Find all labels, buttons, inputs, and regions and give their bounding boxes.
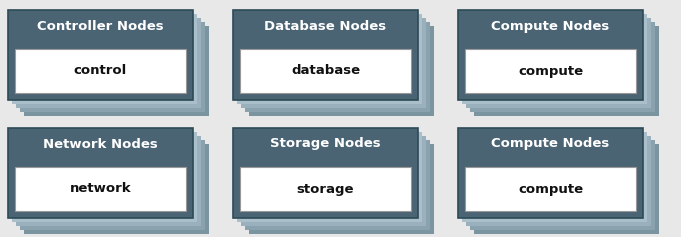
FancyBboxPatch shape [249, 144, 434, 234]
FancyBboxPatch shape [237, 132, 422, 222]
FancyBboxPatch shape [8, 128, 193, 218]
Text: database: database [291, 64, 360, 77]
FancyBboxPatch shape [470, 22, 655, 112]
FancyBboxPatch shape [245, 140, 430, 230]
FancyBboxPatch shape [245, 22, 430, 112]
FancyBboxPatch shape [458, 10, 643, 100]
Text: Controller Nodes: Controller Nodes [37, 19, 164, 32]
FancyBboxPatch shape [470, 140, 655, 230]
FancyBboxPatch shape [233, 128, 418, 218]
FancyBboxPatch shape [16, 18, 201, 108]
Text: Network Nodes: Network Nodes [43, 137, 158, 150]
Text: storage: storage [297, 182, 354, 196]
FancyBboxPatch shape [466, 18, 651, 108]
Text: compute: compute [518, 182, 583, 196]
FancyBboxPatch shape [24, 144, 209, 234]
Text: Compute Nodes: Compute Nodes [492, 19, 609, 32]
Text: Storage Nodes: Storage Nodes [270, 137, 381, 150]
FancyBboxPatch shape [12, 132, 197, 222]
FancyBboxPatch shape [474, 26, 659, 116]
FancyBboxPatch shape [241, 136, 426, 226]
Text: control: control [74, 64, 127, 77]
FancyBboxPatch shape [20, 140, 205, 230]
FancyBboxPatch shape [249, 26, 434, 116]
Text: Compute Nodes: Compute Nodes [492, 137, 609, 150]
FancyBboxPatch shape [474, 144, 659, 234]
FancyBboxPatch shape [24, 26, 209, 116]
FancyBboxPatch shape [8, 10, 193, 100]
FancyBboxPatch shape [465, 49, 636, 93]
FancyBboxPatch shape [16, 136, 201, 226]
FancyBboxPatch shape [15, 49, 186, 93]
FancyBboxPatch shape [462, 14, 647, 104]
FancyBboxPatch shape [240, 49, 411, 93]
Text: Database Nodes: Database Nodes [264, 19, 387, 32]
FancyBboxPatch shape [465, 167, 636, 211]
FancyBboxPatch shape [12, 14, 197, 104]
FancyBboxPatch shape [241, 18, 426, 108]
FancyBboxPatch shape [15, 167, 186, 211]
Text: compute: compute [518, 64, 583, 77]
FancyBboxPatch shape [462, 132, 647, 222]
FancyBboxPatch shape [240, 167, 411, 211]
FancyBboxPatch shape [233, 10, 418, 100]
Text: network: network [69, 182, 131, 196]
FancyBboxPatch shape [20, 22, 205, 112]
FancyBboxPatch shape [458, 128, 643, 218]
FancyBboxPatch shape [466, 136, 651, 226]
FancyBboxPatch shape [237, 14, 422, 104]
